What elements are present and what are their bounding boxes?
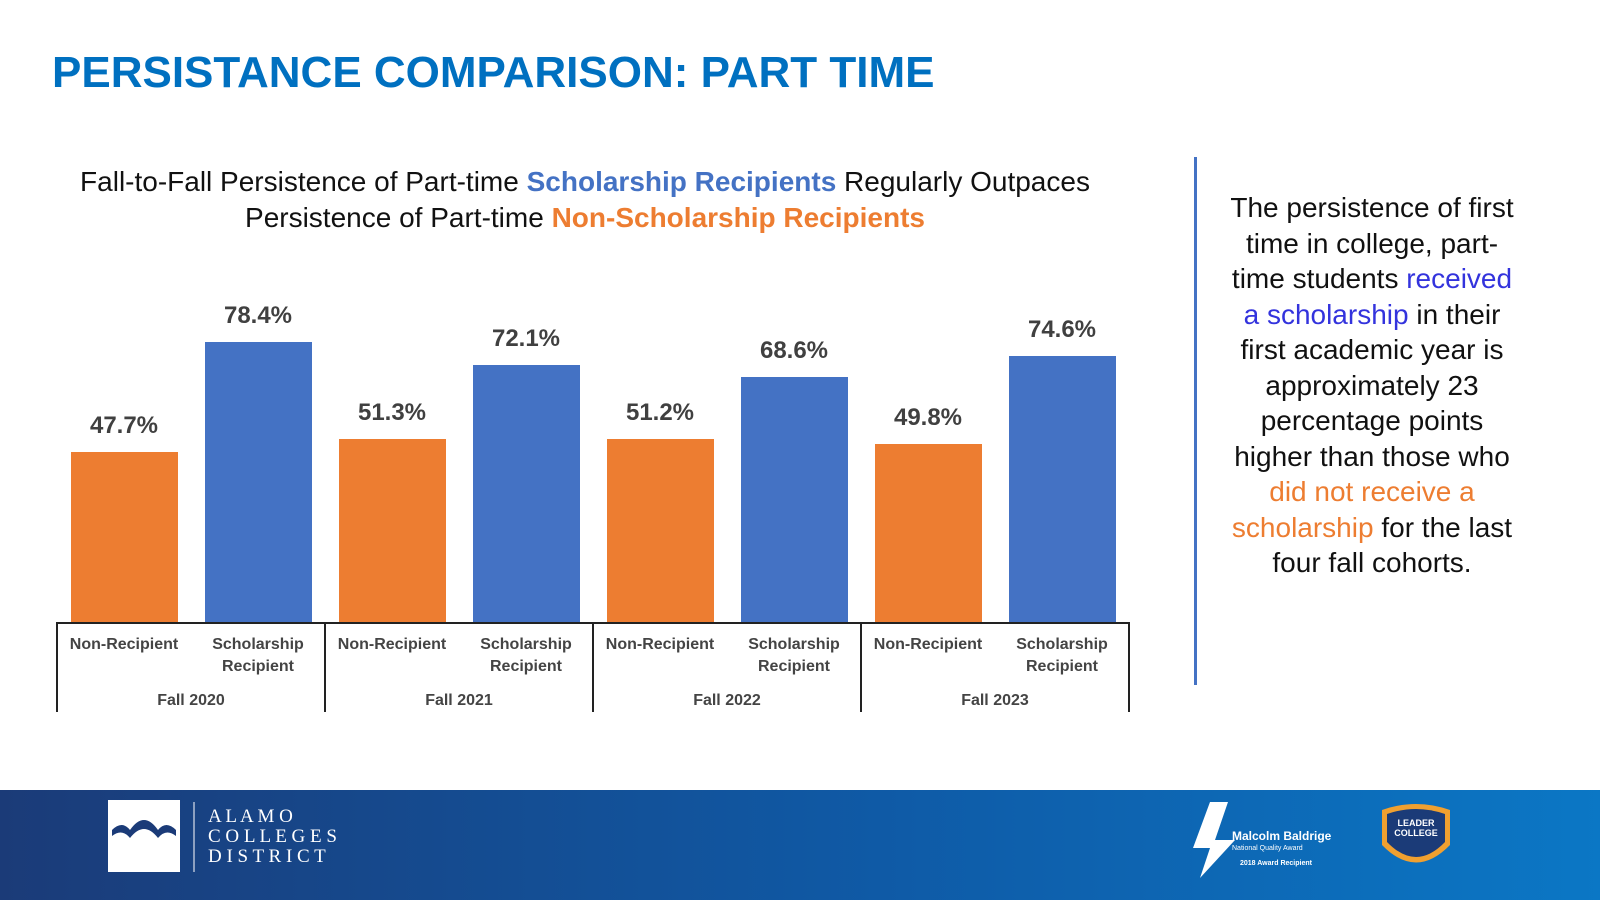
note-part: received a scholarship xyxy=(1243,263,1513,330)
x-tick-label: Scholarship Recipient xyxy=(748,636,840,675)
subtitle-part: Regularly Outpaces xyxy=(844,166,1090,197)
baldrige-mark xyxy=(1193,802,1235,878)
note-part: The persistence of first time in college… xyxy=(1230,192,1514,294)
x-tick-label: Non-Recipient xyxy=(337,636,447,653)
group-label: Fall 2023 xyxy=(961,692,1029,709)
value-label: 78.4% xyxy=(223,302,293,330)
footer-graphics: A L A M O C O L L E G E S D I S T R I C … xyxy=(108,800,1450,878)
subtitle-part: Fall-to-Fall Persistence of Part-time xyxy=(80,166,519,197)
x-tick-label: Scholarship Recipient xyxy=(1016,636,1108,675)
bar xyxy=(740,377,848,622)
group-divider xyxy=(592,622,594,712)
badge-text: COLLEGE xyxy=(1394,828,1438,838)
note-part: for the last four fall cohorts. xyxy=(1272,511,1513,579)
x-tick-label: Non-Recipient xyxy=(873,636,983,653)
badge-inner xyxy=(1387,809,1445,857)
bar xyxy=(1008,355,1116,622)
group-label: Fall 2021 xyxy=(425,692,493,709)
note-part: did not receive a scholarship xyxy=(1231,476,1475,543)
x-tick-label: Scholarship Recipient xyxy=(212,636,304,675)
divider xyxy=(1194,157,1197,685)
x-tick-label: Non-Recipient xyxy=(605,636,715,653)
logo-arch xyxy=(112,820,176,838)
title: PERSISTANCE COMPARISON: PART TIME xyxy=(52,48,935,97)
badge-text: LEADER xyxy=(1397,818,1435,828)
baseline xyxy=(57,622,1129,624)
logo-text: C O L L E G E S xyxy=(208,826,337,847)
value-label: 74.6% xyxy=(1027,315,1097,343)
value-label: 49.8% xyxy=(893,404,963,432)
value-label: 47.7% xyxy=(89,411,159,439)
x-tick-label: Non-Recipient xyxy=(69,636,179,653)
x-tick-label: Scholarship Recipient xyxy=(480,636,572,675)
side-note: The persistence of first time in college… xyxy=(1222,190,1522,581)
logo-text: A L A M O xyxy=(208,806,293,827)
bar xyxy=(338,438,446,622)
baldrige-text: 2018 Award Recipient xyxy=(1240,860,1313,867)
bar xyxy=(70,451,178,622)
logo-text: D I S T R I C T xyxy=(208,846,326,867)
value-label: 51.3% xyxy=(357,398,427,426)
value-label: 68.6% xyxy=(759,337,829,365)
footer: A L A M O C O L L E G E S D I S T R I C … xyxy=(0,790,1600,900)
baldrige-text: National Quality Award xyxy=(1232,845,1303,852)
value-label: 51.2% xyxy=(625,399,695,427)
group-label: Fall 2022 xyxy=(693,692,761,709)
note-part: in their first academic year is approxim… xyxy=(1234,298,1510,472)
group-divider xyxy=(324,622,326,712)
bar xyxy=(606,439,714,622)
subtitle-part: Non-Scholarship Recipients xyxy=(551,202,925,233)
subtitle: Fall-to-Fall Persistence of Part-time Sc… xyxy=(20,164,1150,236)
bar xyxy=(472,364,580,622)
baldrige-text: Malcolm Baldrige xyxy=(1232,829,1332,843)
group-divider xyxy=(56,622,58,712)
group-label: Fall 2020 xyxy=(157,692,225,709)
logo-box xyxy=(108,800,180,872)
bar xyxy=(204,342,312,622)
group-divider xyxy=(860,622,862,712)
subtitle-part: Scholarship Recipients xyxy=(526,166,837,197)
bar xyxy=(874,444,982,622)
group-divider xyxy=(1128,622,1130,712)
value-label: 72.1% xyxy=(491,324,561,352)
subtitle-part: Persistence of Part-time xyxy=(245,202,544,233)
